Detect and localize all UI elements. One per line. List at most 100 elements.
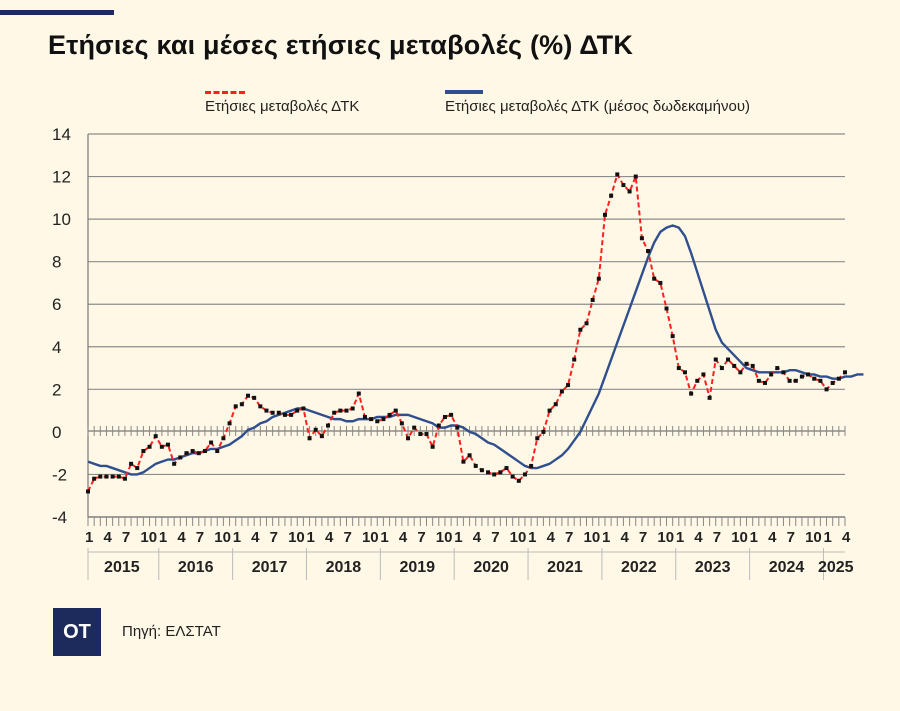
month-label: 1 — [824, 529, 832, 546]
series-annual-point — [559, 389, 564, 394]
month-label: 1 — [750, 529, 758, 546]
series-annual-point — [750, 363, 755, 368]
series-annual-point — [412, 425, 417, 430]
series-annual-point — [270, 410, 275, 415]
series-annual-point — [621, 183, 626, 188]
month-label: 1 — [159, 529, 167, 546]
month-label: 4 — [325, 529, 334, 546]
series-annual-point — [793, 378, 798, 383]
series-annual-point — [319, 434, 324, 439]
series-annual-point — [387, 412, 392, 417]
month-label: 10 — [657, 529, 674, 546]
month-label: 4 — [399, 529, 408, 546]
series-annual-point — [159, 444, 164, 449]
series-annual-point — [479, 468, 484, 473]
series-annual-point — [830, 380, 835, 385]
series-annual-point — [695, 378, 700, 383]
month-label: 7 — [713, 529, 721, 546]
series-annual-point — [787, 378, 792, 383]
year-label: 2023 — [695, 559, 731, 576]
series-annual-point — [541, 429, 546, 434]
year-label: 2015 — [104, 559, 140, 576]
month-label: 4 — [694, 529, 703, 546]
series-annual-point — [689, 391, 694, 396]
series-annual-point — [584, 321, 589, 326]
month-label: 4 — [547, 529, 556, 546]
legend-label-average: Ετήσιες μεταβολές ΔΤΚ (μέσος δωδεκαμήνου… — [445, 98, 751, 115]
chart-title: Ετήσιες και μέσες ετήσιες μεταβολές (%) … — [48, 30, 634, 60]
y-tick-label: 12 — [52, 168, 71, 187]
series-annual-point — [202, 449, 207, 454]
month-label: 7 — [787, 529, 795, 546]
series-annual-point — [98, 474, 103, 479]
series-annual-point — [744, 361, 749, 366]
month-label: 10 — [140, 529, 157, 546]
series-annual-point — [264, 408, 269, 413]
series-annual-point — [110, 474, 115, 479]
series-annual-point — [375, 419, 380, 424]
month-label: 1 — [528, 529, 536, 546]
month-label: 7 — [639, 529, 647, 546]
series-annual-point — [418, 432, 423, 437]
series-annual-point — [516, 478, 521, 483]
series-annual-point — [713, 357, 718, 362]
series-annual-point — [701, 372, 706, 377]
series-annual-point — [652, 276, 657, 281]
series-annual-point — [707, 395, 712, 400]
series-annual-point — [799, 374, 804, 379]
year-label: 2019 — [399, 559, 435, 576]
series-annual-point — [332, 410, 337, 415]
series-annual-point — [486, 470, 491, 475]
month-label: 4 — [842, 529, 851, 546]
month-label: 7 — [565, 529, 573, 546]
y-tick-label: 14 — [52, 125, 71, 144]
series-annual-point — [529, 463, 534, 468]
series-annual-point — [806, 372, 811, 377]
series-annual-point — [824, 387, 829, 392]
series-annual-point — [196, 451, 201, 456]
y-tick-label: 6 — [52, 295, 61, 314]
series-annual-point — [572, 357, 577, 362]
month-label: 1 — [380, 529, 388, 546]
year-label: 2016 — [178, 559, 214, 576]
series-annual-point — [258, 404, 263, 409]
series-annual-point — [467, 453, 472, 458]
month-label: 1 — [85, 529, 93, 546]
series-annual-point — [116, 474, 121, 479]
series-annual-point — [781, 370, 786, 375]
month-label: 10 — [584, 529, 601, 546]
series-annual-point — [430, 444, 435, 449]
y-tick-label: 8 — [52, 253, 61, 272]
series-annual-point — [682, 370, 687, 375]
month-label: 4 — [620, 529, 629, 546]
month-label: 10 — [510, 529, 527, 546]
legend-swatch-average — [445, 90, 483, 94]
series-annual-point — [498, 470, 503, 475]
series-annual-point — [239, 402, 244, 407]
series-annual-point — [289, 412, 294, 417]
month-label: 7 — [343, 529, 351, 546]
series-annual-point — [473, 463, 478, 468]
series-annual-point — [221, 436, 226, 441]
series-annual-point — [658, 280, 663, 285]
series-annual-point — [141, 449, 146, 454]
series-annual-point — [301, 406, 306, 411]
month-label: 4 — [473, 529, 482, 546]
y-tick-label: 0 — [52, 423, 61, 442]
series-annual-point — [233, 404, 238, 409]
series-annual-point — [843, 370, 847, 375]
month-label: 7 — [270, 529, 278, 546]
series-annual-point — [307, 436, 312, 441]
month-label: 7 — [417, 529, 425, 546]
series-annual-point — [313, 427, 318, 432]
year-label: 2021 — [547, 559, 583, 576]
series-annual-point — [578, 327, 583, 332]
series-annual-point — [627, 189, 632, 194]
series-annual-point — [732, 363, 737, 368]
year-label: 2017 — [252, 559, 288, 576]
series-annual-point — [670, 334, 675, 339]
series-annual-point — [590, 297, 595, 302]
series-annual-point — [812, 376, 817, 381]
series-annual-point — [129, 461, 134, 466]
series-annual-point — [609, 193, 614, 198]
